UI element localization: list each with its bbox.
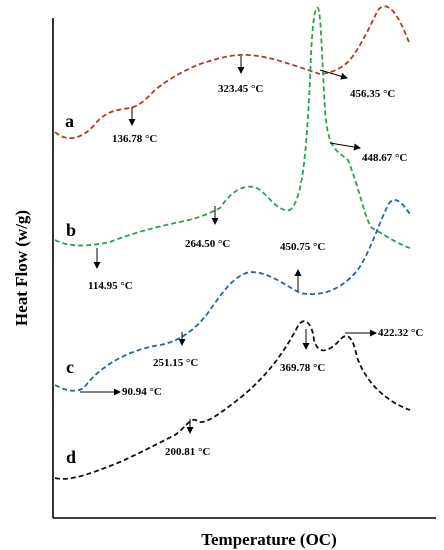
series-a-annotation-label: 448.67 °C <box>362 152 407 164</box>
series-c-annotation-label: 90.94 °C <box>122 386 162 398</box>
series-b-label: b <box>66 220 76 240</box>
series-c-line <box>54 199 411 392</box>
series-b-annotation-label: 114.95 °C <box>88 280 133 292</box>
series-c-label: c <box>66 357 74 377</box>
series-c-annotation-label: 450.75 °C <box>280 241 325 253</box>
annotation-labels: a 136.78 °C 323.45 °C 456.35 °C 448.67 °C b 11… <box>65 83 423 467</box>
series-c-annotation-label: 251.15 °C <box>153 357 198 369</box>
series-a-label: a <box>65 111 74 131</box>
series-d-line <box>54 320 411 480</box>
series-a-annotation-label: 456.35 °C <box>350 88 395 100</box>
series-a-annotation-arrow <box>319 69 348 80</box>
series-d-label: d <box>66 447 76 467</box>
series-d-annotation-label: 422.32 °C <box>378 327 423 339</box>
curves <box>54 5 411 480</box>
annotation-arrows <box>80 56 377 434</box>
series-d-annotation-label: 369.78 °C <box>280 362 325 374</box>
series-a-line <box>54 5 411 139</box>
x-axis-label: Temperature (OC) <box>201 530 337 549</box>
series-a-annotation-label: 323.45 °C <box>218 83 263 95</box>
series-a-annotation-arrow <box>329 142 361 151</box>
y-axis-label: Heat Flow (w/g) <box>12 210 31 326</box>
series-d-annotation-label: 200.81 °C <box>165 446 210 458</box>
series-a-annotation-label: 136.78 °C <box>112 133 157 145</box>
series-b-line <box>54 6 411 249</box>
series-b-annotation-label: 264.50 °C <box>185 238 230 250</box>
